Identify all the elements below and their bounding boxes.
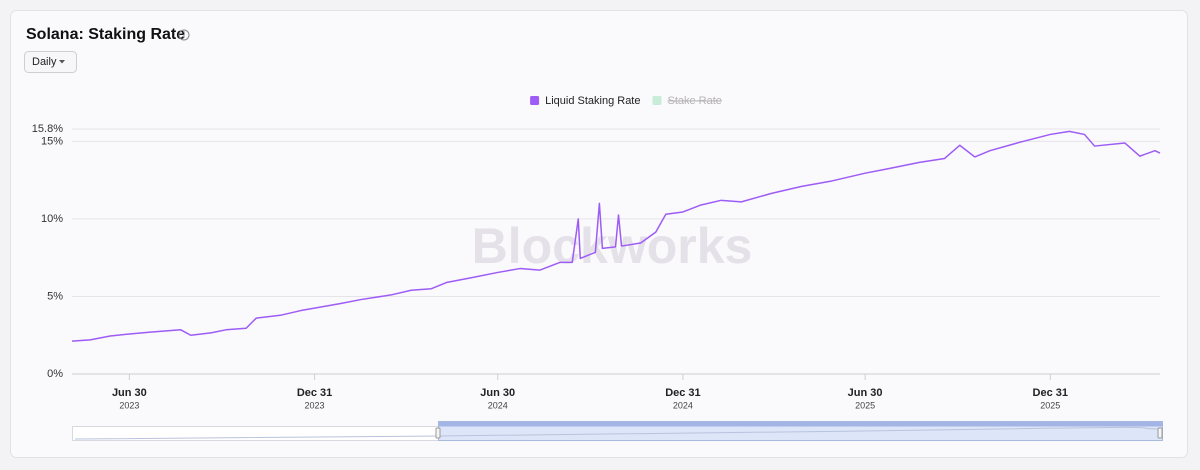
y-tick-label: 0% [47, 368, 63, 380]
y-tick-label: 5% [47, 290, 63, 302]
dropdown-caret [59, 60, 65, 64]
y-tick-label: 15% [41, 135, 63, 147]
chart-title: Solana: Staking Rate [26, 26, 185, 43]
x-tick-label: Jun 30 [112, 387, 147, 399]
x-tick-year: 2023 [119, 400, 139, 410]
interval-label: Daily [32, 56, 57, 68]
x-tick-label: Dec 31 [1033, 387, 1068, 399]
legend-swatch [652, 96, 662, 105]
x-tick-label: Jun 30 [848, 387, 883, 399]
x-tick-label: Dec 31 [297, 387, 332, 399]
x-tick-year: 2024 [673, 400, 693, 410]
x-tick-label: Dec 31 [665, 387, 700, 399]
x-tick-year: 2023 [305, 400, 325, 410]
legend-item[interactable]: Stake Rate [652, 95, 722, 107]
legend-label: Stake Rate [667, 95, 721, 107]
x-tick-year: 2025 [1040, 400, 1060, 410]
navigator[interactable] [72, 421, 1163, 441]
x-tick-year: 2024 [488, 400, 508, 410]
interval-dropdown[interactable]: Daily [24, 51, 77, 73]
legend-swatch [530, 96, 540, 105]
legend-label: Liquid Staking Rate [545, 95, 640, 107]
card [10, 10, 1188, 458]
legend-item[interactable]: Liquid Staking Rate [530, 95, 640, 107]
series-line [71, 130, 1161, 342]
y-tick-label: 15.8% [32, 123, 63, 135]
watermark: Blockworks [472, 218, 753, 274]
x-tick-label: Jun 30 [480, 387, 515, 399]
info-icon[interactable] [178, 29, 190, 41]
legend: Liquid Staking Rate Stake Rate [530, 95, 722, 107]
y-tick-label: 10% [41, 213, 63, 225]
x-tick-year: 2025 [855, 400, 875, 410]
